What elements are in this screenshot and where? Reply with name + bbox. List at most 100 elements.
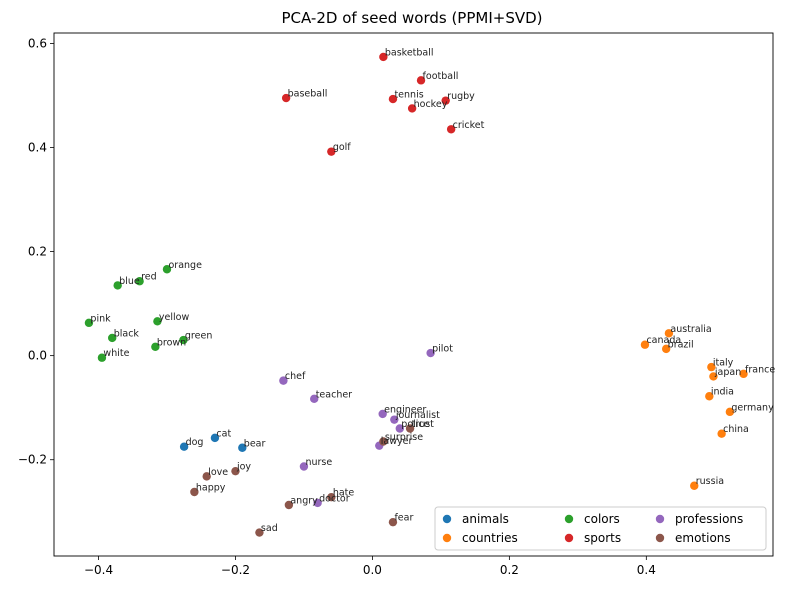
- point-cat: [210, 433, 220, 443]
- point-canada: [640, 340, 650, 349]
- y-tick-label: 0.6: [28, 36, 47, 50]
- point-label-hockey: hockey: [414, 99, 448, 110]
- point-label-trust: trust: [412, 419, 435, 430]
- point-baseball: [281, 93, 291, 103]
- point-china: [717, 429, 726, 438]
- point-police: [395, 424, 405, 433]
- point-hate: [327, 492, 336, 502]
- point-label-france: france: [745, 364, 775, 375]
- point-label-orange: orange: [168, 260, 202, 271]
- point-fear: [388, 517, 398, 527]
- point-engineer: [378, 409, 387, 419]
- point-yellow: [153, 317, 162, 326]
- point-label-golf: golf: [333, 142, 351, 153]
- point-label-germany: germany: [731, 402, 774, 413]
- point-white: [97, 353, 107, 362]
- legend-label-countries: countries: [462, 531, 518, 545]
- point-label-surprise: surprise: [385, 432, 423, 443]
- point-label-fear: fear: [394, 513, 413, 524]
- point-label-dog: dog: [186, 437, 204, 448]
- point-nurse: [299, 462, 309, 471]
- point-label-lawyer: lawyer: [381, 436, 413, 447]
- point-india: [705, 392, 714, 401]
- point-label-rugby: rugby: [447, 91, 475, 102]
- point-label-canada: canada: [646, 335, 681, 346]
- x-tick-label: −0.2: [221, 563, 250, 577]
- point-label-football: football: [423, 71, 459, 82]
- point-label-brazil: brazil: [668, 339, 694, 350]
- point-france: [739, 369, 748, 379]
- point-russia: [690, 481, 699, 490]
- point-label-china: china: [723, 424, 749, 435]
- point-surprise: [379, 437, 388, 446]
- legend-marker-sports: [564, 533, 574, 543]
- point-label-brown: brown: [157, 337, 186, 348]
- point-label-love: love: [208, 467, 228, 478]
- legend-label-emotions: emotions: [675, 531, 731, 545]
- legend-label-professions: professions: [675, 512, 743, 526]
- point-green: [179, 335, 188, 345]
- point-italy: [707, 362, 716, 372]
- point-label-police: police: [401, 419, 429, 430]
- y-tick-label: 0.2: [28, 245, 47, 259]
- point-label-teacher: teacher: [316, 389, 352, 400]
- legend-marker-countries: [442, 533, 452, 543]
- point-label-pink: pink: [90, 313, 111, 324]
- point-label-australia: australia: [670, 324, 711, 335]
- point-label-white: white: [103, 348, 129, 359]
- point-japan: [709, 372, 718, 381]
- axis-ticks: −0.4 −0.2 0.0 0.2 0.4 −0.2 0.0 0.2 0.4 0.6: [18, 36, 656, 577]
- point-label-red: red: [141, 272, 157, 283]
- point-label-angry: angry: [290, 496, 318, 507]
- legend-marker-animals: [442, 514, 452, 524]
- point-label-happy: happy: [196, 482, 226, 493]
- point-label-green: green: [185, 331, 212, 342]
- legend-box: [434, 506, 767, 551]
- point-germany: [725, 407, 735, 417]
- point-teacher: [310, 394, 319, 404]
- point-angry: [284, 500, 294, 510]
- point-rugby: [441, 96, 450, 105]
- point-australia: [664, 329, 674, 338]
- legend-marker-colors: [564, 514, 574, 524]
- point-doctor: [313, 498, 322, 508]
- point-label-basketball: basketball: [385, 47, 434, 58]
- point-label-yellow: yellow: [159, 312, 190, 323]
- legend-label-sports: sports: [584, 531, 621, 545]
- point-label-chef: chef: [285, 371, 306, 382]
- point-label-cat: cat: [216, 428, 231, 439]
- point-cricket: [446, 125, 456, 134]
- point-bear: [238, 443, 247, 452]
- legend-marker-professions: [655, 514, 665, 524]
- point-brown: [151, 342, 160, 351]
- point-label-pilot: pilot: [432, 344, 453, 355]
- point-golf: [327, 147, 336, 156]
- x-tick-label: 0.0: [363, 563, 382, 577]
- chart-title: PCA-2D of seed words (PPMI+SVD): [281, 9, 542, 27]
- point-label-black: black: [114, 328, 140, 339]
- point-basketball: [379, 52, 388, 62]
- point-pink: [84, 318, 94, 328]
- point-label-journalist: journalist: [395, 410, 440, 421]
- y-tick-label: 0.4: [28, 140, 47, 154]
- point-label-engineer: engineer: [384, 404, 426, 415]
- point-trust: [405, 424, 415, 433]
- plot-frame: [53, 32, 774, 557]
- point-label-joy: joy: [236, 462, 251, 473]
- point-chef: [279, 376, 288, 385]
- x-tick-label: −0.4: [84, 563, 113, 577]
- point-dog: [179, 442, 189, 451]
- point-label-italy: italy: [713, 358, 734, 369]
- legend-label-colors: colors: [584, 512, 620, 526]
- point-brazil: [661, 344, 671, 354]
- data-points: [84, 52, 748, 537]
- point-black: [108, 333, 117, 343]
- point-label-tennis: tennis: [394, 90, 423, 101]
- point-pilot: [426, 348, 435, 358]
- point-label-japan: japan: [714, 367, 741, 378]
- point-orange: [162, 265, 172, 274]
- legend-label-animals: animals: [462, 512, 509, 526]
- point-label-hate: hate: [333, 488, 355, 499]
